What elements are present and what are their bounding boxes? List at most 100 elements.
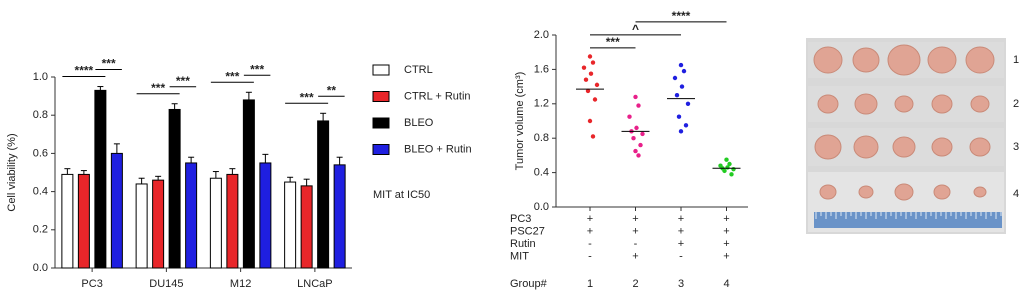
bar — [152, 179, 165, 269]
tumor — [965, 46, 995, 74]
data-point — [679, 84, 685, 89]
data-point — [583, 77, 589, 82]
group-label: 1 — [587, 278, 593, 290]
tumor — [933, 184, 951, 200]
x-axis-label: Group# — [510, 278, 548, 290]
y-tick-label: 1.6 — [534, 63, 549, 75]
data-point — [676, 114, 682, 119]
bar — [300, 185, 313, 269]
y-tick-label: 0.8 — [534, 132, 549, 144]
legend-swatch — [372, 117, 390, 129]
y-tick-label: 0.2 — [33, 224, 48, 236]
tumor — [894, 95, 914, 113]
condition-mark: + — [678, 225, 684, 237]
tumor — [931, 94, 953, 114]
condition-mark: - — [588, 250, 592, 262]
significance-label: *** — [102, 57, 116, 71]
bar — [226, 173, 239, 269]
bar — [284, 181, 297, 269]
condition-name: MIT — [510, 250, 529, 262]
x-tick-label: PC3 — [81, 278, 102, 290]
bar — [209, 177, 222, 269]
y-tick-label: 0.6 — [33, 147, 48, 159]
data-point — [678, 129, 684, 134]
condition-name: Rutin — [510, 238, 536, 250]
significance-label: *** — [300, 90, 314, 104]
legend-label: BLEO — [404, 117, 434, 129]
ruler — [814, 212, 1002, 228]
tumor — [819, 184, 837, 200]
condition-mark: + — [632, 225, 638, 237]
condition-mark: - — [588, 238, 592, 250]
y-tick-label: 0.0 — [33, 262, 48, 274]
y-tick-label: 1.2 — [534, 98, 549, 110]
tumor — [969, 137, 991, 157]
legend-swatch — [372, 91, 390, 102]
photo-row-label: 3 — [1013, 141, 1019, 153]
legend-label: BLEO + Rutin — [404, 143, 472, 155]
data-point — [631, 136, 636, 141]
tumor — [894, 183, 914, 201]
condition-mark: - — [634, 238, 638, 250]
condition-mark: + — [723, 238, 729, 250]
condition-name: PSC27 — [510, 225, 545, 237]
bar — [135, 183, 148, 269]
data-point — [636, 153, 641, 158]
data-point — [683, 123, 689, 128]
tumor — [858, 185, 874, 199]
tumor — [927, 46, 957, 74]
significance-label: ^ — [632, 22, 639, 36]
condition-mark: - — [679, 250, 683, 262]
x-tick-label: DU145 — [149, 278, 183, 290]
tumor — [931, 137, 953, 157]
data-point — [674, 93, 680, 98]
data-point — [627, 114, 632, 119]
tumor — [970, 95, 990, 113]
significance-label: *** — [225, 69, 239, 83]
bar — [168, 108, 181, 269]
bar — [61, 173, 74, 269]
data-point — [724, 157, 729, 162]
tumor — [973, 186, 987, 198]
significance-label: *** — [176, 74, 190, 88]
x-tick-label: LNCaP — [297, 278, 332, 290]
significance-label: **** — [672, 9, 691, 23]
group-label: 2 — [632, 278, 638, 290]
data-point — [681, 68, 687, 74]
data-point — [587, 118, 593, 124]
bar — [110, 152, 123, 269]
tumor — [817, 94, 839, 114]
data-point — [722, 168, 727, 174]
y-tick-label: 1.0 — [33, 71, 48, 83]
significance-label: **** — [75, 64, 94, 78]
legend-label: CTRL + Rutin — [404, 90, 471, 102]
data-point — [638, 142, 643, 148]
data-point — [585, 88, 591, 94]
data-point — [588, 71, 594, 76]
tumor — [887, 44, 921, 76]
tumor — [854, 93, 878, 115]
bar — [94, 89, 107, 269]
tumor — [892, 136, 916, 158]
condition-mark: + — [587, 213, 593, 225]
data-point — [727, 161, 732, 167]
data-point — [672, 75, 678, 81]
data-point — [640, 131, 645, 137]
y-tick-label: 2.0 — [534, 29, 549, 41]
annotation: MIT at IC50 — [373, 189, 430, 201]
data-point — [590, 60, 596, 65]
group-label: 4 — [723, 278, 729, 290]
legend-label: CTRL — [404, 64, 433, 76]
condition-mark: + — [678, 213, 684, 225]
bar — [185, 162, 198, 269]
significance-label: *** — [250, 62, 264, 76]
y-tick-label: 0.4 — [534, 167, 549, 179]
y-tick-label: 0.0 — [534, 201, 549, 213]
condition-mark: + — [632, 213, 638, 225]
bar — [317, 120, 330, 269]
data-point — [634, 125, 639, 131]
data-point — [633, 148, 638, 154]
condition-mark: + — [723, 225, 729, 237]
x-tick-label: M12 — [230, 278, 251, 290]
